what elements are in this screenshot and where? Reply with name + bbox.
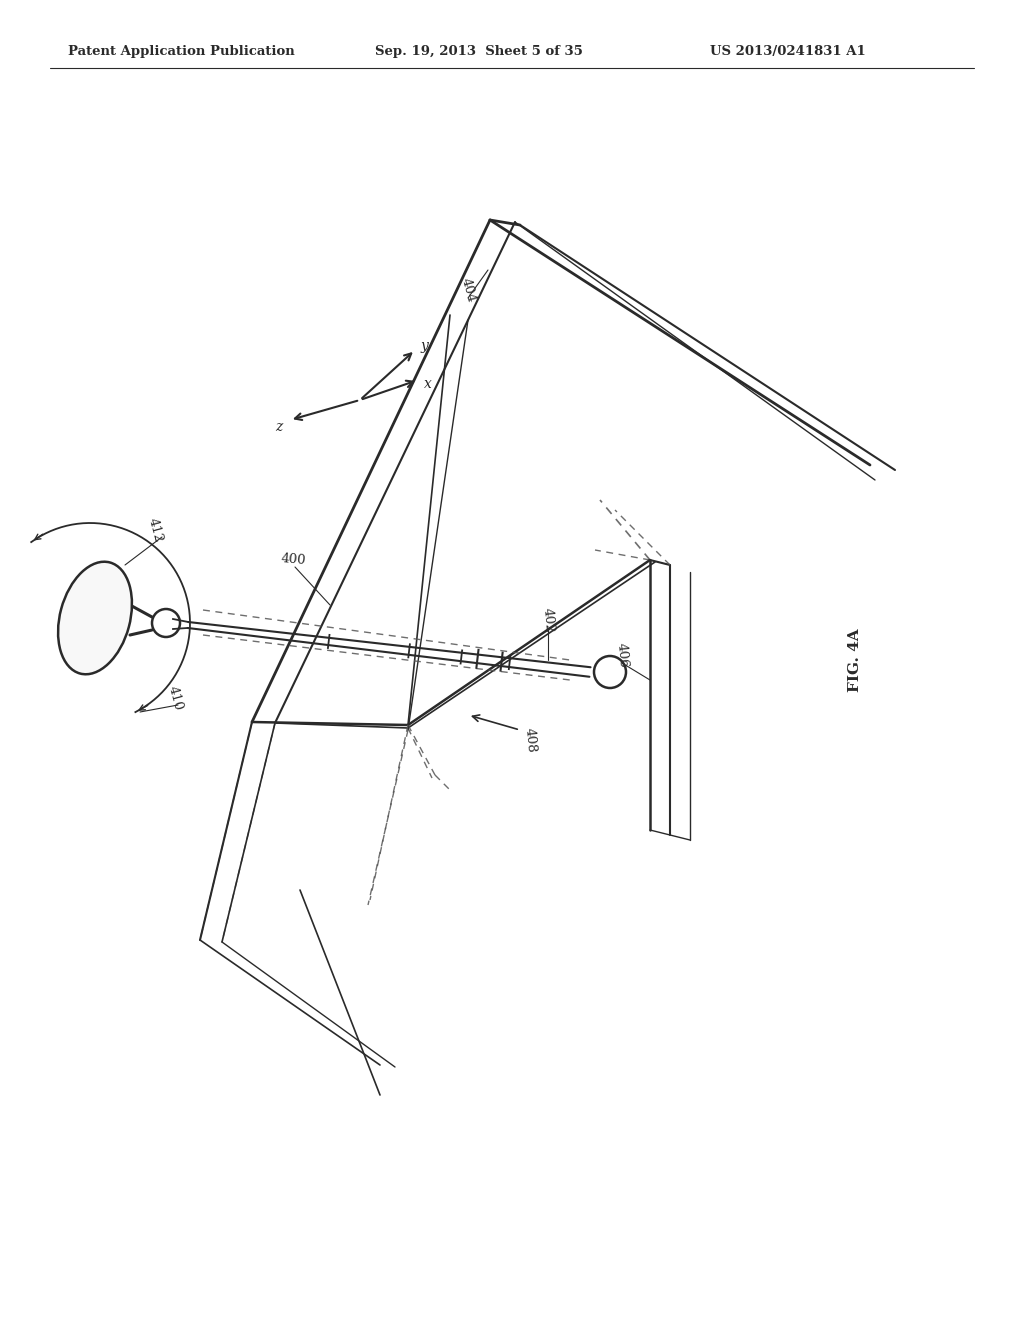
Text: FIG. 4A: FIG. 4A — [848, 628, 862, 692]
Text: Sep. 19, 2013  Sheet 5 of 35: Sep. 19, 2013 Sheet 5 of 35 — [375, 45, 583, 58]
Text: Patent Application Publication: Patent Application Publication — [68, 45, 295, 58]
Text: 402: 402 — [541, 607, 556, 634]
Text: 412: 412 — [145, 516, 165, 544]
Ellipse shape — [58, 562, 132, 675]
Text: US 2013/0241831 A1: US 2013/0241831 A1 — [710, 45, 865, 58]
Text: z: z — [275, 420, 283, 434]
Text: 404: 404 — [459, 276, 477, 304]
Text: 410: 410 — [166, 684, 184, 711]
Text: 408: 408 — [522, 727, 538, 754]
Text: 400: 400 — [280, 553, 306, 568]
Text: x: x — [424, 378, 432, 391]
Text: 406: 406 — [614, 642, 630, 668]
Text: y: y — [421, 339, 429, 352]
